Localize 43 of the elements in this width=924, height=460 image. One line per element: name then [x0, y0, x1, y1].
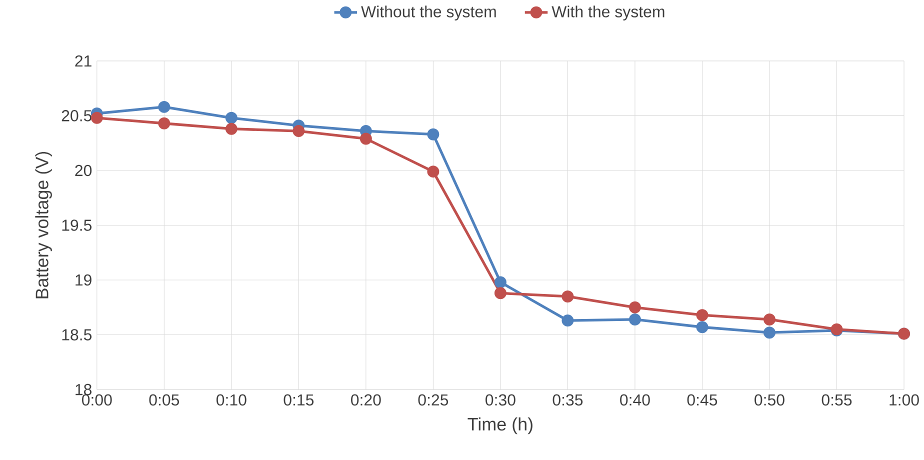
x-tick-label: 0:50 [754, 394, 784, 406]
point [562, 314, 574, 326]
point [158, 100, 170, 113]
point [696, 320, 708, 333]
y-tick-label: 18.5 [62, 328, 92, 340]
point [696, 308, 708, 321]
point [427, 128, 440, 140]
x-tick-label: 0:05 [149, 394, 180, 406]
point [494, 286, 506, 299]
y-tick-label: 18 [76, 384, 92, 395]
point [225, 122, 238, 135]
point [292, 124, 305, 137]
point [225, 112, 238, 124]
legend-label: Without the system [361, 5, 496, 20]
point [427, 165, 440, 178]
x-tick-label: 0:40 [620, 394, 650, 406]
y-tick-label: 20.5 [62, 110, 92, 122]
point [562, 290, 574, 302]
point [763, 313, 776, 326]
legend-label: With the system [552, 5, 664, 20]
point [628, 313, 641, 326]
point [90, 112, 103, 124]
point [628, 301, 641, 314]
x-tick-label: 0:00 [82, 394, 112, 406]
point [360, 132, 372, 144]
x-tick-label: 0:55 [822, 394, 852, 406]
x-tick-label: 1:00 [890, 394, 919, 406]
y-tick-label: 20 [75, 164, 92, 176]
point [763, 326, 776, 338]
y-tick-label: 19 [76, 274, 92, 286]
point [158, 117, 170, 130]
y-tick-label: 21 [75, 55, 92, 66]
x-tick-label: 0:30 [486, 394, 516, 406]
point [494, 276, 506, 288]
x-tick-label: 0:25 [418, 394, 448, 406]
x-axis-title: Time (h) [468, 417, 532, 434]
x-tick-label: 0:20 [351, 394, 381, 406]
x-tick-label: 0:45 [687, 394, 718, 406]
x-tick-label: 0:10 [216, 394, 246, 406]
x-tick-label: 0:15 [284, 394, 314, 406]
x-tick-label: 0:35 [552, 394, 583, 406]
y-axis-title: Battery voltage (V) [35, 152, 52, 298]
y-tick-label: 19.5 [62, 219, 92, 231]
